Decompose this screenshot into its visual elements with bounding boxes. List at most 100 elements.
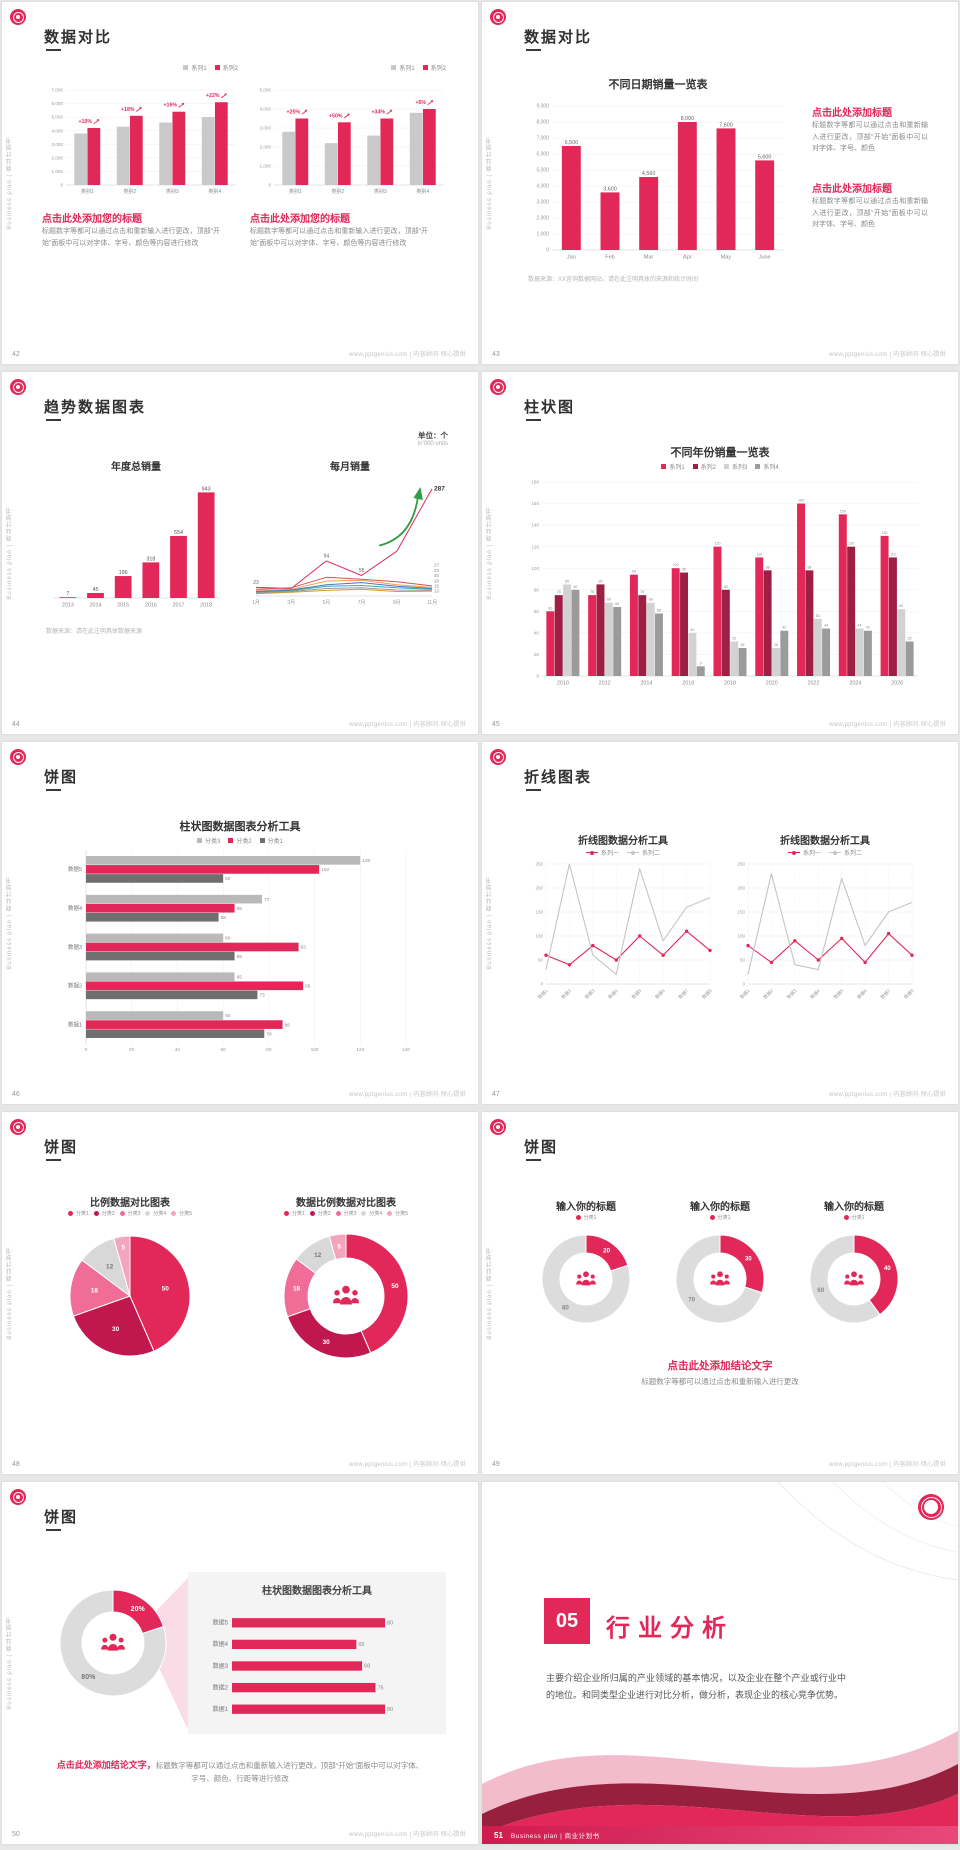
- growth-arrow: [378, 496, 419, 547]
- legend-item: 系列2: [214, 63, 238, 72]
- page-title: 折线图表: [524, 769, 593, 786]
- svg-text:58: 58: [657, 608, 661, 612]
- chart-legend: 分类1: [786, 1214, 922, 1221]
- logo-icon: [10, 749, 26, 765]
- chart-canvas: 30 70: [675, 1234, 765, 1324]
- footer-bar: 51 Business plan | 商业计划书: [482, 1826, 958, 1844]
- chart-legend: 分类1: [518, 1214, 654, 1221]
- title-underline: [46, 789, 61, 791]
- svg-text:7,000: 7,000: [536, 136, 549, 142]
- legend-item: 系列二: [627, 848, 660, 857]
- svg-text:3月: 3月: [287, 600, 295, 606]
- legend-label: 分类2: [101, 1211, 115, 1217]
- bar: [738, 647, 747, 676]
- svg-text:+22%: +22%: [206, 93, 220, 99]
- svg-text:数据3: 数据3: [785, 987, 798, 1000]
- chart-canvas: 0 20 40 60 80 100 120 140 160 180 60 75 94 100 120 110 1…: [531, 480, 918, 686]
- line-chart-left: 0 50 100 150 200 250 数据1 数据2 数据3 数据4 数据5 数据6 数据7 数据8: [526, 858, 718, 1010]
- chart-title: 每月销量: [330, 462, 370, 473]
- svg-text:5: 5: [337, 1243, 341, 1250]
- bar: [232, 1639, 357, 1650]
- bar: [87, 592, 104, 598]
- svg-text:2012: 2012: [599, 680, 611, 686]
- bar: [905, 641, 914, 676]
- bar: [337, 122, 351, 185]
- pie-slice: [113, 1235, 131, 1297]
- svg-text:+50%: +50%: [329, 113, 343, 119]
- legend-label: 分类5: [395, 1211, 408, 1217]
- svg-text:200: 200: [737, 886, 745, 891]
- svg-text:数据5: 数据5: [213, 1619, 229, 1627]
- svg-text:200: 200: [535, 886, 543, 891]
- svg-text:68: 68: [649, 598, 653, 602]
- bar: [197, 492, 215, 598]
- block-heading: 点击此处添加您的标题: [250, 214, 350, 225]
- legend-item: 分类5: [387, 1210, 408, 1217]
- chart-canvas: 0 1,000 2,000 3,000 4,000 5,000 6,000 7,000 类别1 类…: [52, 88, 236, 195]
- legend-item: 分类3: [335, 1210, 356, 1217]
- legend-item: 系列一: [585, 848, 619, 857]
- svg-text:数据4: 数据4: [68, 904, 82, 912]
- chart-canvas: 0 1,000 2,000 3,000 4,000 5,000 类别1 类别2 类别3 类别4 +2…: [260, 88, 444, 195]
- svg-text:8,000: 8,000: [681, 116, 695, 122]
- page-title: 趋势数据图表: [44, 399, 147, 416]
- svg-text:65: 65: [237, 974, 243, 980]
- legend-swatch: [843, 1215, 849, 1220]
- slide-footer: Business plan | 商业计划书: [510, 1833, 600, 1840]
- unit-label-en: in'000 units: [417, 441, 448, 447]
- bar: [563, 584, 572, 676]
- svg-text:0: 0: [60, 183, 63, 188]
- bar: [295, 118, 309, 185]
- svg-text:80: 80: [534, 587, 540, 592]
- bar: [755, 557, 764, 676]
- legend-label: 系列二: [642, 851, 661, 857]
- svg-text:Mar: Mar: [644, 255, 654, 261]
- svg-text:4,000: 4,000: [536, 184, 549, 190]
- bar-chart: 7 45 196 318 554 943 2013 2014 2015 2016 2017 2018: [46, 470, 224, 612]
- legend-swatch: [335, 1211, 341, 1216]
- chart-canvas: 7 45 196 318 554 943 2013 2014 2015 2016 2017 2018: [54, 486, 220, 608]
- slide-50: Business plan | 商业计划书 饼图 20% 80% 柱状图数据图表分…: [2, 1482, 478, 1844]
- legend-label: 系列4: [763, 465, 779, 471]
- svg-text:78: 78: [266, 1031, 272, 1037]
- legend-swatch: [361, 1211, 367, 1216]
- svg-text:250: 250: [737, 862, 745, 867]
- chart-legend: 系列一 系列二: [526, 848, 720, 857]
- svg-text:18: 18: [434, 578, 440, 583]
- legend-swatch: [284, 1211, 290, 1216]
- svg-text:80: 80: [387, 1621, 393, 1627]
- svg-text:20%: 20%: [131, 1606, 146, 1613]
- svg-text:95: 95: [305, 984, 311, 990]
- svg-text:4,000: 4,000: [52, 128, 64, 133]
- svg-text:+5%: +5%: [415, 100, 426, 106]
- legend-item: 系列2: [422, 63, 446, 72]
- bar: [214, 102, 228, 185]
- svg-text:50: 50: [391, 1283, 399, 1290]
- legend-swatch: [692, 464, 698, 469]
- bar: [116, 126, 130, 185]
- svg-text:2,000: 2,000: [260, 145, 272, 150]
- legend-item: 系列1: [391, 63, 415, 72]
- bar: [114, 576, 132, 598]
- bar: [596, 584, 605, 676]
- svg-text:65: 65: [358, 1642, 364, 1648]
- slide-46: Business plan | 商业计划书 饼图 柱状图数据图表分析工具 分类3…: [2, 742, 478, 1104]
- conclusion-heading: 点击此处添加结论文字: [667, 1360, 773, 1372]
- legend-item: 系列二: [829, 848, 862, 857]
- svg-text:150: 150: [737, 910, 745, 915]
- pie-slice: [675, 1234, 763, 1324]
- svg-text:80%: 80%: [81, 1674, 96, 1681]
- chart-canvas: 0 50 100 150 200 250 数据1 数据2 数据3 数据4 数据5 数据6 数据7 数据8: [737, 862, 915, 1001]
- svg-text:2014: 2014: [640, 680, 652, 686]
- bar: [713, 546, 722, 676]
- svg-text:44: 44: [858, 624, 862, 628]
- slide-49: Business plan | 商业计划书 饼图 输入你的标题 分类1 20 80…: [482, 1112, 958, 1474]
- svg-text:100: 100: [673, 563, 679, 567]
- legend-label: 分类1: [76, 1211, 89, 1217]
- bar: [380, 118, 394, 185]
- data-source-note: 数据来源：请在此注明具体数据来源: [46, 629, 143, 635]
- title-underline: [526, 419, 541, 421]
- svg-text:数据5: 数据5: [630, 987, 643, 1000]
